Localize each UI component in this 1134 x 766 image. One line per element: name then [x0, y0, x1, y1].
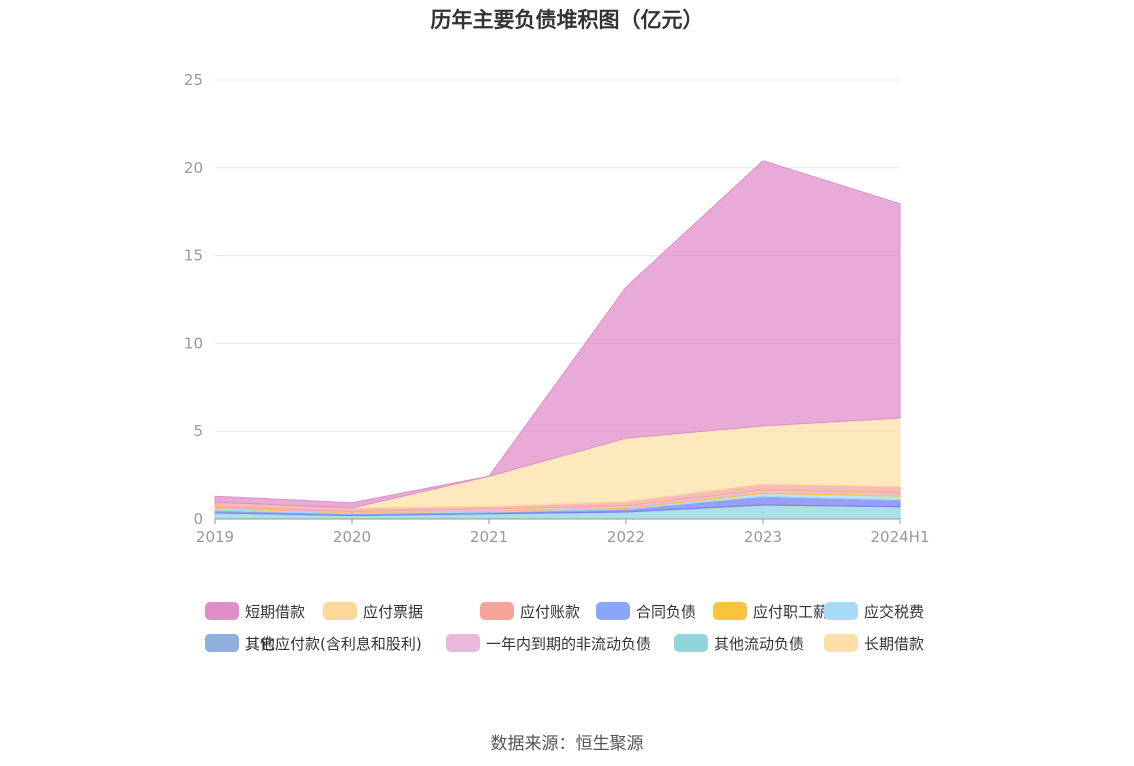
- legend-item[interactable]: 应付票据: [323, 598, 423, 624]
- area-series: [214, 160, 901, 520]
- legend-swatch: [824, 634, 858, 652]
- legend-label: 应付账款: [520, 602, 581, 621]
- legend-swatch: [713, 602, 747, 620]
- legend-label: 应交税费: [864, 602, 925, 621]
- legend-label: 其他应付款(含利息和股利): [245, 634, 422, 653]
- legend-swatch: [446, 634, 480, 652]
- legend-item[interactable]: 其它: [205, 630, 275, 656]
- axes: 0 5 10 15 20 25 2019 2020 2021 2022 2023 2024H1: [184, 71, 930, 546]
- legend-label: 长期借款: [864, 634, 925, 653]
- y-tick-label: 25: [184, 71, 203, 89]
- legend-swatch: [596, 602, 630, 620]
- y-tick-label: 15: [184, 247, 203, 265]
- data-source: 数据来源：恒生聚源: [490, 734, 644, 754]
- legend-swatch: [674, 634, 708, 652]
- x-tick-label: 2019: [196, 528, 234, 546]
- legend-label: 应付职工薪酬: [753, 602, 844, 621]
- chart-title: 历年主要负债堆积图（亿元）: [430, 8, 704, 32]
- legend-item[interactable]: 合同负债: [596, 598, 696, 624]
- y-tick-label: 10: [184, 334, 203, 352]
- x-tick-label: 2022: [607, 528, 645, 546]
- legend-label: 其他流动负债: [714, 634, 805, 653]
- legend-swatch: [480, 602, 514, 620]
- x-tick-label: 2021: [470, 528, 508, 546]
- legend-label: 短期借款: [245, 602, 306, 621]
- x-tick-label: 2024H1: [871, 528, 930, 546]
- legend-item[interactable]: 其他流动负债: [674, 630, 804, 656]
- legend-swatch: [323, 602, 357, 620]
- legend-swatch: [824, 602, 858, 620]
- legend-item[interactable]: 短期借款: [205, 598, 305, 624]
- legend-item[interactable]: 应付职工薪酬: [713, 598, 843, 624]
- legend-swatch: [205, 602, 239, 620]
- legend-item[interactable]: 长期借款: [824, 630, 924, 656]
- y-tick-label: 5: [193, 422, 203, 440]
- x-tick-label: 2020: [333, 528, 371, 546]
- legend-item[interactable]: 应付账款: [480, 598, 580, 624]
- area-短期借款: [214, 160, 901, 509]
- legend-swatch: [205, 634, 239, 652]
- legend-label: 一年内到期的非流动负债: [486, 634, 652, 653]
- legend-item[interactable]: 一年内到期的非流动负债: [446, 630, 651, 656]
- y-tick-label: 0: [193, 510, 203, 528]
- y-tick-label: 20: [184, 159, 203, 177]
- legend-label: 其它: [245, 634, 276, 653]
- legend-item[interactable]: 应交税费: [824, 598, 924, 624]
- legend-label: 合同负债: [636, 602, 697, 621]
- x-tick-label: 2023: [744, 528, 782, 546]
- legend-label: 应付票据: [363, 602, 424, 621]
